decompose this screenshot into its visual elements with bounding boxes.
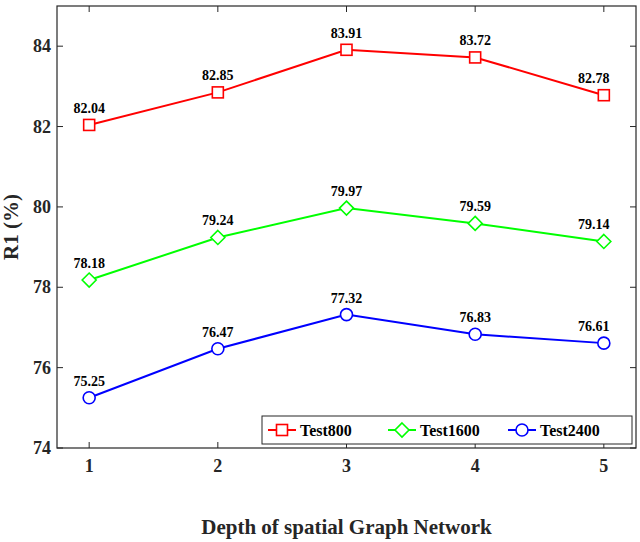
x-tick xyxy=(89,6,90,12)
legend-label: Test2400 xyxy=(540,422,600,439)
y-tick-label: 78 xyxy=(33,277,51,297)
data-label: 82.85 xyxy=(202,68,234,83)
x-tick-label: 5 xyxy=(599,456,608,476)
y-tick-label: 80 xyxy=(33,197,51,217)
data-label: 76.61 xyxy=(578,319,610,334)
legend-label: Test1600 xyxy=(420,422,480,439)
data-label: 83.72 xyxy=(459,33,491,48)
data-point xyxy=(468,216,482,230)
plot-frame xyxy=(57,6,636,448)
data-point xyxy=(598,337,610,349)
data-label: 78.18 xyxy=(73,256,105,271)
legend-marker xyxy=(277,425,288,436)
x-tick xyxy=(346,6,347,12)
data-label: 79.59 xyxy=(459,199,491,214)
data-point xyxy=(340,201,354,215)
y-tick xyxy=(630,126,636,127)
x-tick xyxy=(217,6,218,12)
y-tick-label: 76 xyxy=(33,358,51,378)
data-point xyxy=(341,44,352,55)
x-tick-label: 4 xyxy=(471,456,480,476)
series-line xyxy=(89,315,604,398)
data-point xyxy=(212,87,223,98)
y-tick xyxy=(57,287,63,288)
data-point xyxy=(470,52,481,63)
y-tick xyxy=(630,206,636,207)
data-labels: 82.04 82.85 83.91 83.72 82.78 78.18 79.24 79.97… xyxy=(73,26,609,389)
plot-area xyxy=(82,44,611,403)
data-label: 79.24 xyxy=(202,213,234,228)
chart: 1 2 3 4 5 74 76 78 80 82 84 Depth of spatial Graph … xyxy=(0,0,640,542)
x-tick-label: 1 xyxy=(85,456,94,476)
data-label: 75.25 xyxy=(73,374,105,389)
data-label: 83.91 xyxy=(331,26,363,41)
y-axis-label: R1 (%) xyxy=(0,194,23,260)
x-tick xyxy=(89,442,90,448)
data-label: 76.47 xyxy=(202,325,234,340)
data-point xyxy=(83,392,95,404)
y-tick-label: 74 xyxy=(33,438,51,458)
y-tick xyxy=(57,126,63,127)
legend-box xyxy=(262,416,632,444)
y-tick xyxy=(57,46,63,47)
y-tick xyxy=(630,46,636,47)
y-tick xyxy=(57,367,63,368)
data-point xyxy=(341,309,353,321)
x-tick xyxy=(475,6,476,12)
legend: Test800 Test1600 Test2400 xyxy=(262,416,632,444)
x-axis-label: Depth of spatial Graph Network xyxy=(201,515,492,539)
legend-marker xyxy=(395,423,409,437)
series-line xyxy=(89,50,604,125)
y-tick-label: 84 xyxy=(33,36,51,56)
x-tick-label: 3 xyxy=(342,456,351,476)
data-point xyxy=(82,273,96,287)
data-point xyxy=(84,119,95,130)
x-tick xyxy=(217,442,218,448)
data-label: 77.32 xyxy=(331,291,363,306)
x-tick-label: 2 xyxy=(213,456,222,476)
data-point xyxy=(212,343,224,355)
y-tick-label: 82 xyxy=(33,117,51,137)
legend-marker xyxy=(516,424,528,436)
data-point xyxy=(598,90,609,101)
data-point xyxy=(469,328,481,340)
y-tick xyxy=(57,206,63,207)
x-tick xyxy=(603,6,604,12)
y-tick xyxy=(630,287,636,288)
legend-label: Test800 xyxy=(300,422,352,439)
y-tick xyxy=(57,448,63,449)
data-point xyxy=(597,234,611,248)
data-label: 82.04 xyxy=(73,101,105,116)
y-tick xyxy=(630,367,636,368)
data-label: 76.83 xyxy=(459,310,491,325)
data-label: 79.97 xyxy=(331,184,363,199)
data-label: 79.14 xyxy=(578,217,610,232)
data-point xyxy=(211,230,225,244)
series-line xyxy=(89,208,604,280)
data-label: 82.78 xyxy=(578,71,610,86)
y-tick xyxy=(630,448,636,449)
